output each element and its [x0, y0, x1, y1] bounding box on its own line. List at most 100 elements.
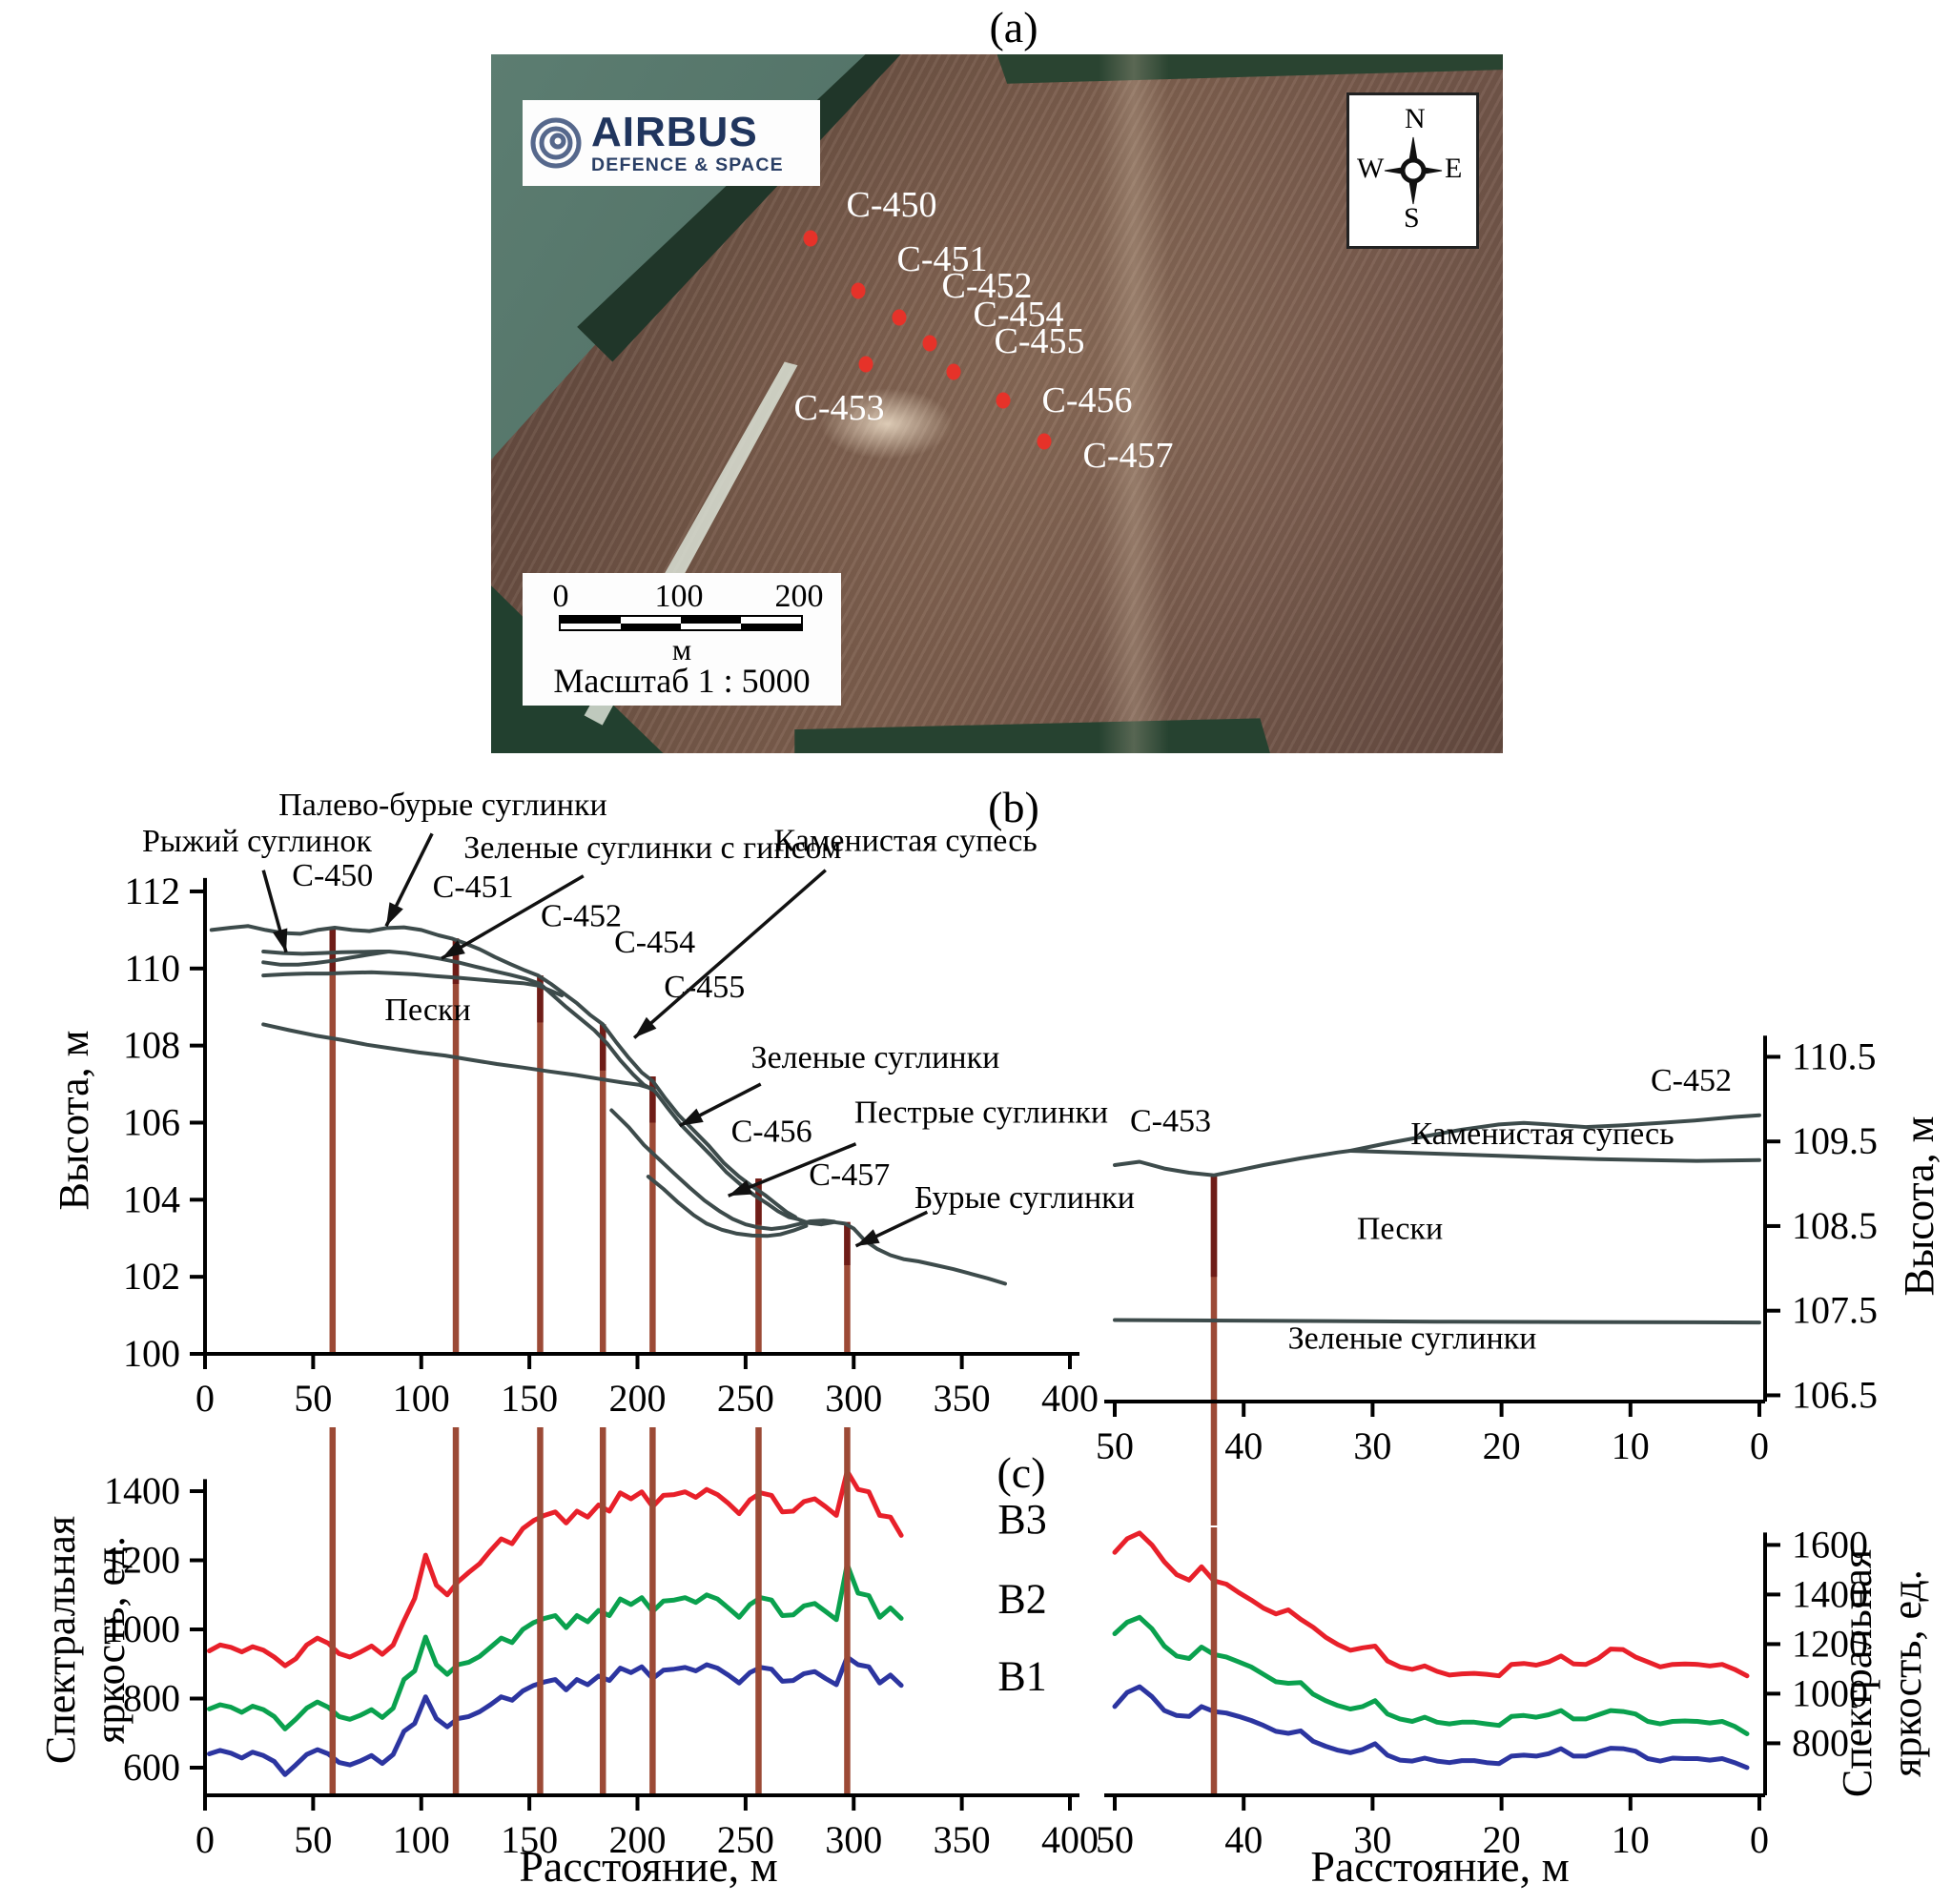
scale-bar-box: 0 100 200 м Масштаб 1 : 5000 [523, 573, 841, 706]
sample-point-dot-C-457 [1037, 433, 1052, 450]
x-tick-label-50: 50 [1096, 1818, 1134, 1861]
x-tick-label-150: 150 [501, 1377, 558, 1420]
x-tick-label-300: 300 [825, 1377, 882, 1420]
y-tick-label-1200: 1200 [104, 1539, 180, 1582]
annotation-С-452: С-452 [1651, 1063, 1732, 1098]
annotation-arrowhead [855, 1229, 880, 1246]
line-B1 [207, 1654, 904, 1777]
x-tick-label-200: 200 [609, 1818, 667, 1861]
scale-tick-100: 100 [654, 579, 704, 614]
y-tick-label-108: 108 [123, 1024, 180, 1067]
annotation-arrowhead [728, 1179, 752, 1197]
sample-point-label-C-456: C-456 [1041, 380, 1133, 420]
x-tick-label-350: 350 [934, 1377, 991, 1420]
x-tick-label-250: 250 [717, 1818, 774, 1861]
y-tick-label-800: 800 [1792, 1721, 1849, 1764]
y-tick-label-1400: 1400 [104, 1469, 180, 1512]
x-tick-label-0: 0 [1750, 1818, 1769, 1861]
legend-B2: B2 [997, 1576, 1046, 1623]
line-B3 [207, 1468, 904, 1669]
line-B2 [1112, 1614, 1750, 1736]
annotation-arrowhead [679, 1108, 704, 1126]
borehole-label-С-456: С-456 [731, 1115, 812, 1150]
borehole-label-С-453: С-453 [1130, 1104, 1211, 1139]
x-tick-label-400: 400 [1041, 1377, 1099, 1420]
x-tick-label-100: 100 [393, 1377, 450, 1420]
panel-b-label: (b) [988, 783, 1039, 831]
x-tick-label-350: 350 [934, 1818, 991, 1861]
annotation-Каменистая супесь: Каменистая супесь [1410, 1116, 1674, 1152]
y-tick-label-1200: 1200 [1792, 1622, 1868, 1665]
y-axis-title-line1: Спектральная [1834, 1549, 1880, 1797]
x-axis-title: Расстояние, м [1310, 1842, 1569, 1891]
airbus-swirl-icon [530, 117, 582, 169]
sample-point-label-C-453: C-453 [793, 388, 885, 428]
x-tick-label-50: 50 [294, 1818, 332, 1861]
y-tick-label-1000: 1000 [104, 1607, 180, 1650]
y-axis-title-line1: Высота, м [1896, 1116, 1942, 1297]
sample-point-dot-C-456 [996, 392, 1011, 409]
compass-n: N [1405, 103, 1426, 134]
x-tick-label-40: 40 [1224, 1424, 1263, 1467]
x-tick-label-10: 10 [1612, 1424, 1650, 1467]
y-axis-title-line1: Высота, м [51, 1031, 97, 1211]
annotation-Каменистая супесь: Каменистая супесь [774, 824, 1038, 859]
scale-caption: Масштаб 1 : 5000 [553, 662, 811, 700]
x-tick-label-150: 150 [501, 1818, 558, 1861]
annotation-arrowhead [634, 1016, 657, 1038]
y-tick-label-800: 800 [123, 1677, 180, 1720]
line-gypsum-loam-bottom [261, 970, 565, 998]
scale-unit: м [671, 632, 692, 666]
logo-subtitle: DEFENCE & SPACE [591, 154, 784, 175]
x-tick-label-0: 0 [1750, 1424, 1769, 1467]
compass-s: S [1404, 202, 1420, 234]
scale-bar [559, 615, 803, 631]
sample-point-label-C-454: C-454 [973, 295, 1064, 335]
chart-spectral-detail: 50 40 30 20 10 0 800 1000 1200 1400 1600 Расстояние… [1096, 1523, 1930, 1891]
legend-B3: B3 [997, 1496, 1046, 1543]
legend-B1: B1 [997, 1652, 1046, 1699]
y-tick-label-100: 100 [123, 1332, 180, 1375]
x-tick-label-250: 250 [717, 1377, 774, 1420]
borehole-label-С-454: С-454 [614, 925, 695, 960]
line-stony-loam-bottom [1348, 1149, 1761, 1163]
panel-c-label: (c) [997, 1448, 1046, 1497]
y-tick-label-102: 102 [123, 1255, 180, 1298]
sample-point-label-C-455: C-455 [994, 321, 1085, 361]
borehole-label-С-450: С-450 [292, 858, 373, 893]
soil-streak [1098, 54, 1169, 753]
line-surface-left [1113, 1149, 1352, 1177]
line-B1 [1112, 1684, 1750, 1771]
sample-point-label-C-451: C-451 [896, 239, 988, 279]
sample-point-label-C-457: C-457 [1082, 436, 1174, 476]
annotation-Пестрые суглинки: Пестрые суглинки [854, 1095, 1108, 1130]
scale-tick-0: 0 [552, 579, 569, 614]
x-tick-label-50: 50 [1096, 1424, 1134, 1467]
annotation-arrowhead [272, 928, 288, 952]
satellite-image: AIRBUS DEFENCE & SPACE N E S W 0 100 200 [491, 54, 1503, 753]
sample-point-dot-C-451 [851, 282, 866, 299]
annotation-Зеленые суглинки: Зеленые суглинки [1288, 1321, 1537, 1357]
compass-needle-icon [1384, 136, 1443, 205]
panel-a-label: (a) [989, 3, 1038, 51]
x-tick-label-0: 0 [195, 1377, 215, 1420]
annotation-Бурые суглинки: Бурые суглинки [914, 1180, 1135, 1216]
line-green-loam-top [609, 1108, 836, 1231]
chart-elevation-detail: С-453 50 40 30 20 10 0 106.5 107.5 108.5 109.5 110.… [1096, 1034, 1942, 1525]
x-tick-label-20: 20 [1483, 1818, 1521, 1861]
annotation-Пески: Пески [1357, 1211, 1443, 1246]
borehole-label-С-457: С-457 [809, 1157, 890, 1193]
annotation-Зеленые суглинки: Зеленые суглинки [751, 1040, 1000, 1075]
y-tick-label-104: 104 [123, 1177, 180, 1220]
scale-tick-200: 200 [774, 579, 824, 614]
annotation-Палево-бурые суглинки: Палево-бурые суглинки [278, 788, 607, 823]
x-tick-label-40: 40 [1224, 1818, 1263, 1861]
x-tick-label-20: 20 [1483, 1424, 1521, 1467]
annotation-arrowhead [442, 940, 465, 959]
annotation-Пески: Пески [384, 993, 470, 1028]
y-tick-label-1400: 1400 [1792, 1572, 1868, 1615]
y-tick-label-107.5: 107.5 [1792, 1289, 1878, 1332]
annotation-arrow-line [441, 874, 585, 960]
